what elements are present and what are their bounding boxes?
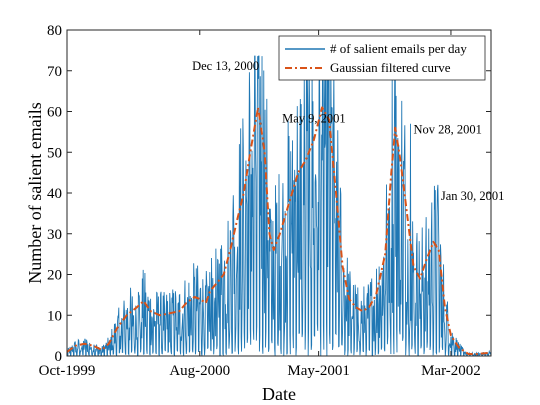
y-axis-label: Number of salient emails [25, 102, 45, 283]
x-tick-label: Aug-2000 [169, 363, 230, 379]
y-tick-label: 80 [47, 23, 62, 39]
peak-annotation: Nov 28, 2001 [414, 123, 482, 137]
x-tick-label: Mar-2002 [421, 363, 481, 379]
y-tick-label: 20 [47, 268, 62, 284]
y-tick-label: 30 [47, 227, 62, 243]
daily-emails-line [67, 42, 491, 356]
y-tick-label: 70 [47, 64, 62, 80]
y-tick-label: 10 [47, 308, 62, 324]
y-tick-label: 40 [47, 186, 62, 202]
y-tick-label: 0 [55, 349, 63, 365]
y-tick-label: 50 [47, 145, 62, 161]
peak-annotation: Dec 13, 2000 [192, 59, 259, 73]
legend: # of salient emails per day Gaussian fil… [278, 35, 486, 81]
peak-annotation: Jan 30, 2001 [441, 189, 505, 203]
legend-label-filtered: Gaussian filtered curve [330, 60, 451, 75]
y-tick-label: 60 [47, 105, 62, 121]
x-tick-label: May-2001 [287, 363, 350, 379]
legend-box [278, 35, 486, 81]
plot-area [67, 42, 491, 356]
x-tick-label: Oct-1999 [39, 363, 96, 379]
peak-annotation: May 9, 2001 [282, 111, 346, 125]
legend-label-daily: # of salient emails per day [330, 41, 467, 56]
gaussian-filtered-line [67, 106, 491, 355]
x-axis-label: Date [262, 384, 296, 404]
axis-ticks: 0 10 20 30 40 50 60 70 80 Oct-1999 Aug-2000 May-200… [39, 23, 491, 379]
